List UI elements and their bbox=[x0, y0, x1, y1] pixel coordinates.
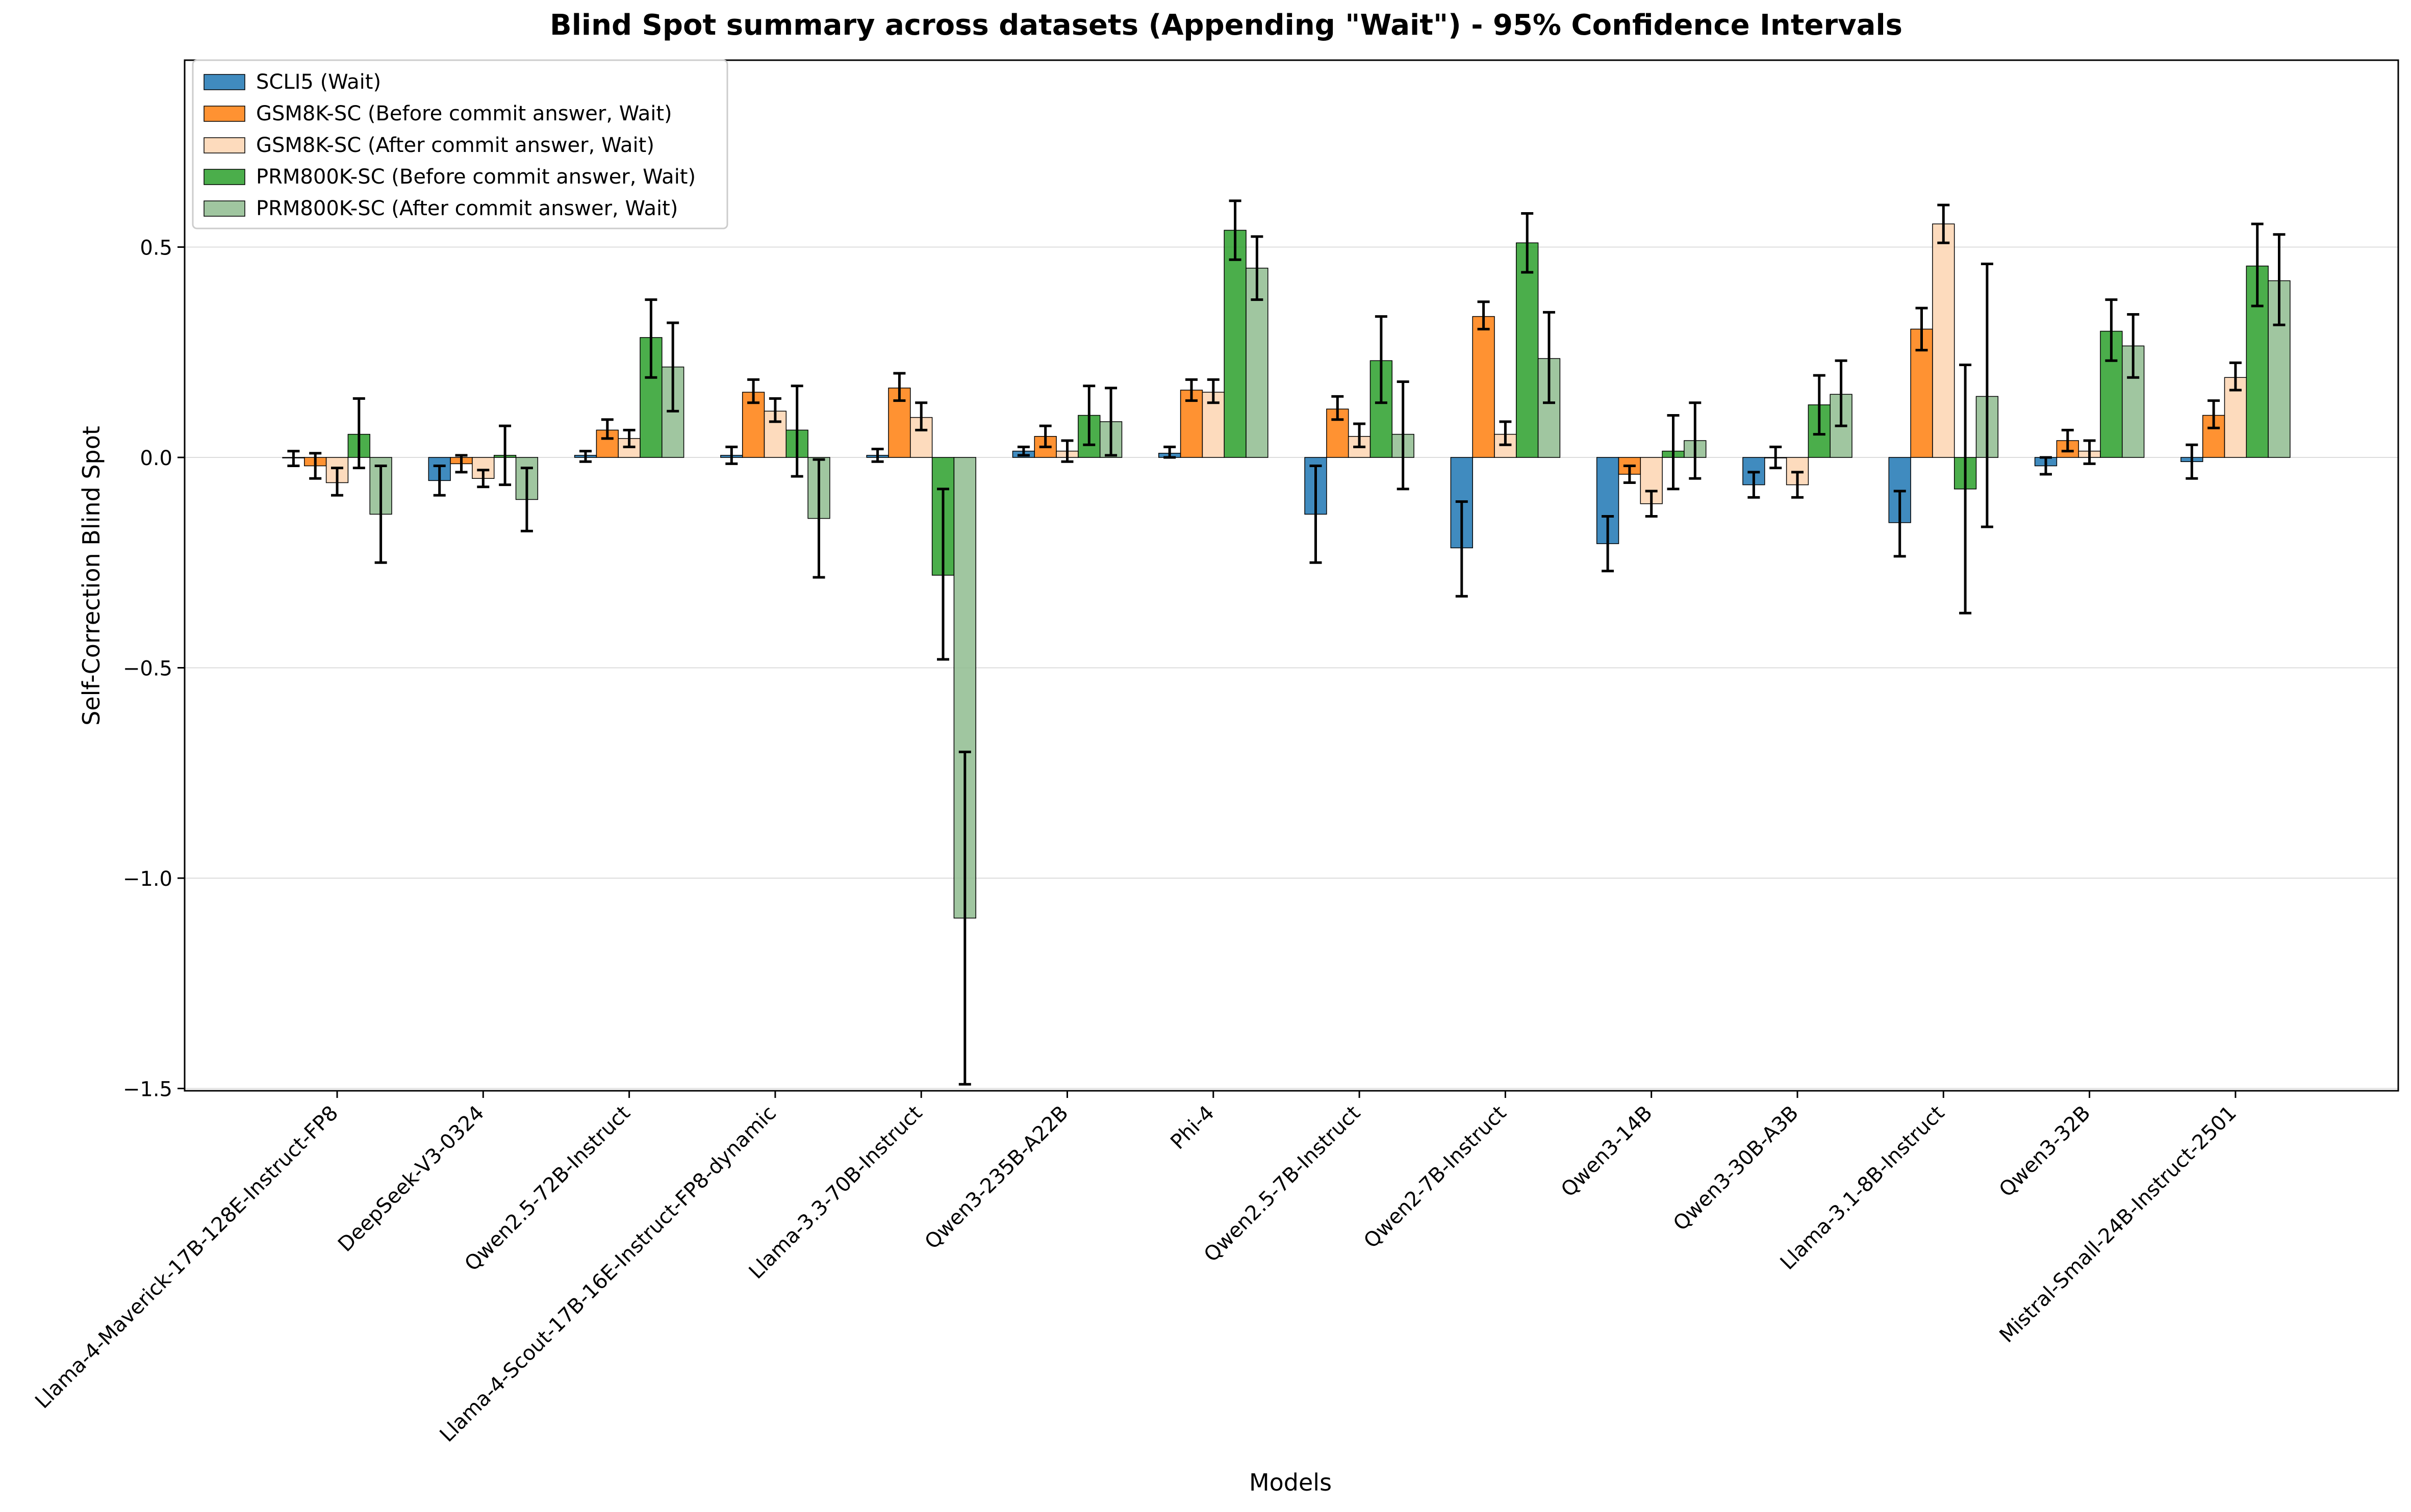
legend-label: PRM800K-SC (After commit answer, Wait) bbox=[256, 197, 678, 220]
bar bbox=[1932, 223, 1955, 458]
legend-label: GSM8K-SC (Before commit answer, Wait) bbox=[256, 102, 672, 125]
legend-label: GSM8K-SC (After commit answer, Wait) bbox=[256, 134, 654, 157]
legend-swatch bbox=[204, 200, 245, 217]
legend-label: SCLI5 (Wait) bbox=[256, 70, 381, 94]
legend-swatch bbox=[204, 137, 245, 153]
y-axis-label: Self-Correction Blind Spot bbox=[78, 426, 105, 726]
legend: SCLI5 (Wait) GSM8K-SC (Before commit answ… bbox=[192, 59, 728, 229]
bar bbox=[1516, 242, 1539, 458]
error-bars bbox=[287, 199, 2286, 1086]
bar bbox=[1472, 316, 1495, 458]
gridlines bbox=[185, 246, 2398, 1089]
plot-frame bbox=[184, 59, 2399, 1092]
legend-swatch bbox=[204, 74, 245, 90]
y-tick-label: 0.5 bbox=[140, 237, 172, 260]
y-axis: −1.5 −1.0 −0.5 0.0 0.5 bbox=[123, 237, 185, 1101]
y-tick-label: −0.5 bbox=[123, 657, 172, 681]
legend-label: PRM800K-SC (Before commit answer, Wait) bbox=[256, 165, 696, 189]
x-axis-label: Models bbox=[1249, 1469, 1332, 1496]
legend-swatch bbox=[204, 106, 245, 122]
chart-title: Blind Spot summary across datasets (Appe… bbox=[550, 9, 1902, 42]
y-tick-label: −1.0 bbox=[123, 867, 172, 891]
y-tick-label: 0.0 bbox=[140, 447, 172, 470]
y-tick-label: −1.5 bbox=[123, 1078, 172, 1101]
legend-box bbox=[192, 59, 728, 229]
bar bbox=[1224, 229, 1247, 458]
legend-swatch bbox=[204, 169, 245, 185]
